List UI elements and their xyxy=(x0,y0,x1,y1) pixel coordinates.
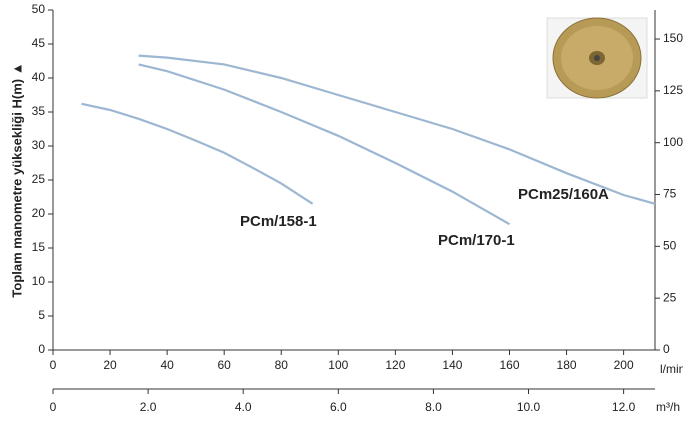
y-tick-label: 40 xyxy=(32,70,46,84)
y2-tick-label: 75 xyxy=(663,187,677,201)
y2-tick-label: 50 xyxy=(663,239,677,253)
y-tick-label: 20 xyxy=(32,206,46,220)
x2-tick-label: 4.0 xyxy=(235,400,252,414)
x-tick-label: 20 xyxy=(103,358,117,372)
x2-tick-label: 6.0 xyxy=(330,400,347,414)
x-tick-label: 40 xyxy=(160,358,174,372)
curve xyxy=(138,63,511,226)
y2-tick-label: 150 xyxy=(663,31,683,45)
x-tick-label: 0 xyxy=(50,358,57,372)
y2-tick-label: 100 xyxy=(663,135,683,149)
curve xyxy=(81,102,314,205)
x2-tick-label: 8.0 xyxy=(425,400,442,414)
series-label: PCm25/160A xyxy=(518,186,609,203)
y2-tick-label: 0 xyxy=(663,342,670,356)
x-axis-label: l/min xyxy=(660,362,683,376)
series-label: PCm/170-1 xyxy=(438,232,515,249)
y2-tick-label: 125 xyxy=(663,83,683,97)
x2-axis-label: m³/h xyxy=(656,400,680,414)
x2-tick-label: 12.0 xyxy=(612,400,636,414)
x-tick-label: 80 xyxy=(275,358,289,372)
y-tick-label: 30 xyxy=(32,138,46,152)
y-tick-label: 15 xyxy=(32,240,46,254)
y-tick-label: 10 xyxy=(32,274,46,288)
curve xyxy=(138,54,656,205)
x-tick-label: 140 xyxy=(442,358,462,372)
x-tick-label: 120 xyxy=(385,358,405,372)
x-tick-label: 60 xyxy=(218,358,232,372)
impeller-image xyxy=(546,17,648,99)
x2-tick-label: 10.0 xyxy=(517,400,541,414)
x-tick-label: 160 xyxy=(499,358,519,372)
series-label: PCm/158-1 xyxy=(240,213,317,230)
x-tick-label: 180 xyxy=(557,358,577,372)
x2-tick-label: 2.0 xyxy=(140,400,157,414)
y-tick-label: 0 xyxy=(38,342,45,356)
y-tick-label: 45 xyxy=(32,36,46,50)
y-axis-label: Toplam manometre yüksekliği H(m) ▲ xyxy=(9,62,24,297)
y-tick-label: 35 xyxy=(32,104,46,118)
x2-tick-label: 0 xyxy=(50,400,57,414)
x-tick-label: 100 xyxy=(328,358,348,372)
x-tick-label: 200 xyxy=(614,358,634,372)
y2-tick-label: 25 xyxy=(663,290,677,304)
y-tick-label: 25 xyxy=(32,172,46,186)
y-tick-label: 5 xyxy=(38,308,45,322)
y-tick-label: 50 xyxy=(32,2,46,16)
